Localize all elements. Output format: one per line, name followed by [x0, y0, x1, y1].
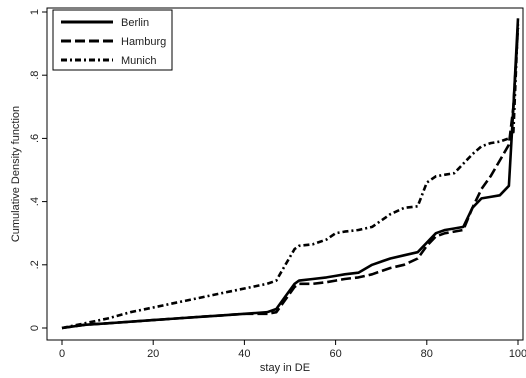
legend-label-hamburg: Hamburg [121, 36, 166, 48]
y-tick-label: .6 [29, 134, 41, 143]
x-axis-title: stay in DE [260, 362, 310, 374]
y-axis-ticks: 0 .2 .4 .6 .8 1 [29, 9, 47, 331]
x-tick-label: 20 [147, 348, 159, 360]
y-axis-title: Cumulative Density function [10, 106, 22, 242]
legend-label-berlin: Berlin [121, 17, 149, 29]
y-tick-label: .8 [29, 71, 41, 80]
legend-label-munich: Munich [121, 55, 156, 67]
y-tick-label: .2 [29, 260, 41, 269]
x-tick-label: 40 [238, 348, 250, 360]
x-tick-label: 80 [421, 348, 433, 360]
y-tick-label: 0 [29, 325, 41, 331]
y-tick-label: .4 [29, 197, 41, 206]
series-layer [61, 18, 520, 330]
x-tick-label: 100 [509, 348, 526, 360]
series-line-hamburg [61, 27, 520, 330]
y-tick-label: 1 [29, 9, 41, 15]
x-tick-label: 60 [329, 348, 341, 360]
plot-frame [46, 7, 524, 341]
series-line-munich [61, 21, 520, 330]
legend: Berlin Hamburg Munich [52, 9, 173, 71]
x-axis-ticks: 0 20 40 60 80 100 [59, 340, 526, 360]
x-tick-label: 0 [59, 348, 65, 360]
